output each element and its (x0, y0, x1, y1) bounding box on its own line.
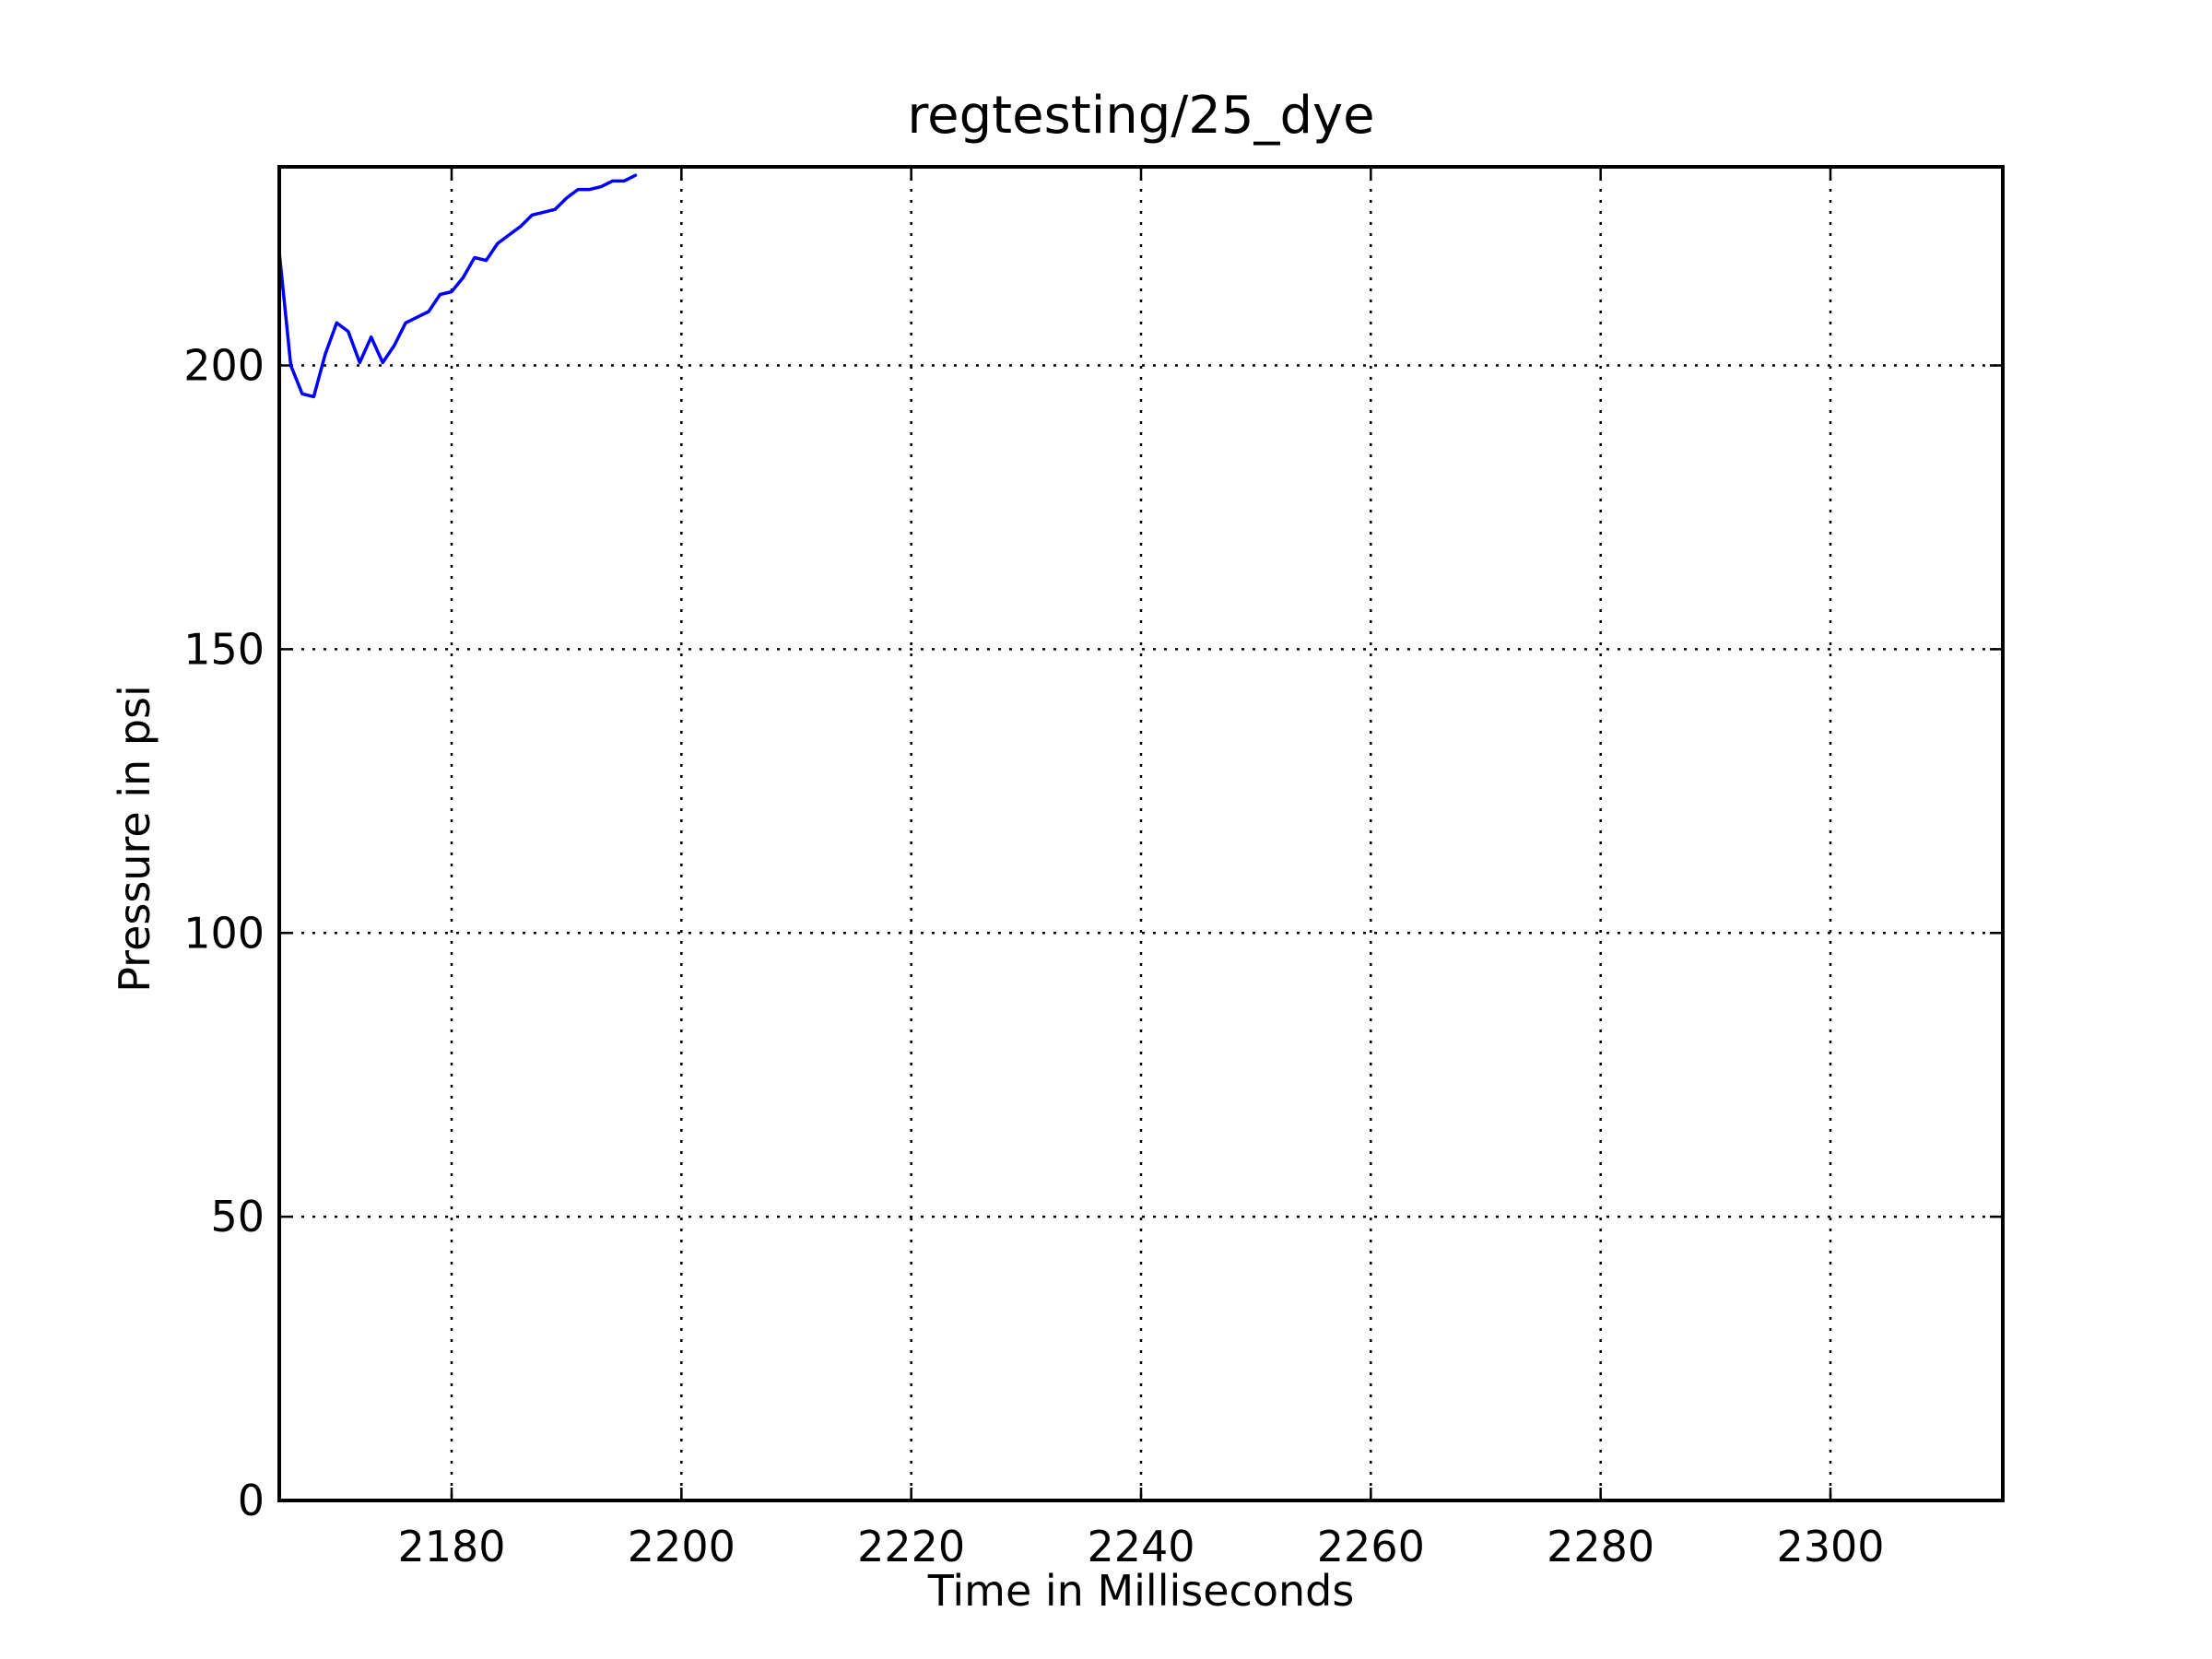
x-tick-label-0: 2180 (397, 1522, 505, 1571)
grid-layer (279, 167, 2003, 1502)
x-tick-label-2: 2220 (857, 1522, 965, 1571)
tick-label-layer: 2180 2200 2220 2240 2260 2280 2300 0 50 100 150 200 (183, 341, 1884, 1571)
y-axis-label: Pressure in psi (110, 685, 159, 993)
x-tick-label-1: 2200 (628, 1522, 735, 1571)
y-tick-label-0: 0 (238, 1476, 265, 1525)
x-tick-label-6: 2300 (1776, 1522, 1884, 1571)
y-tick-label-4: 200 (183, 341, 265, 391)
y-tick-label-3: 150 (183, 624, 265, 674)
series-layer (277, 173, 638, 399)
x-tick-label-3: 2240 (1087, 1522, 1194, 1571)
plot-frame (277, 165, 2005, 1502)
chart-title: regtesting/25_dye (907, 86, 1374, 146)
y-tick-label-2: 100 (183, 908, 265, 958)
series-line-0 (277, 173, 638, 399)
x-axis-label: Time in Milliseconds (927, 1566, 1355, 1616)
x-tick-label-5: 2280 (1547, 1522, 1654, 1571)
y-tick-label-1: 50 (210, 1192, 265, 1241)
x-tick-label-4: 2260 (1317, 1522, 1425, 1571)
